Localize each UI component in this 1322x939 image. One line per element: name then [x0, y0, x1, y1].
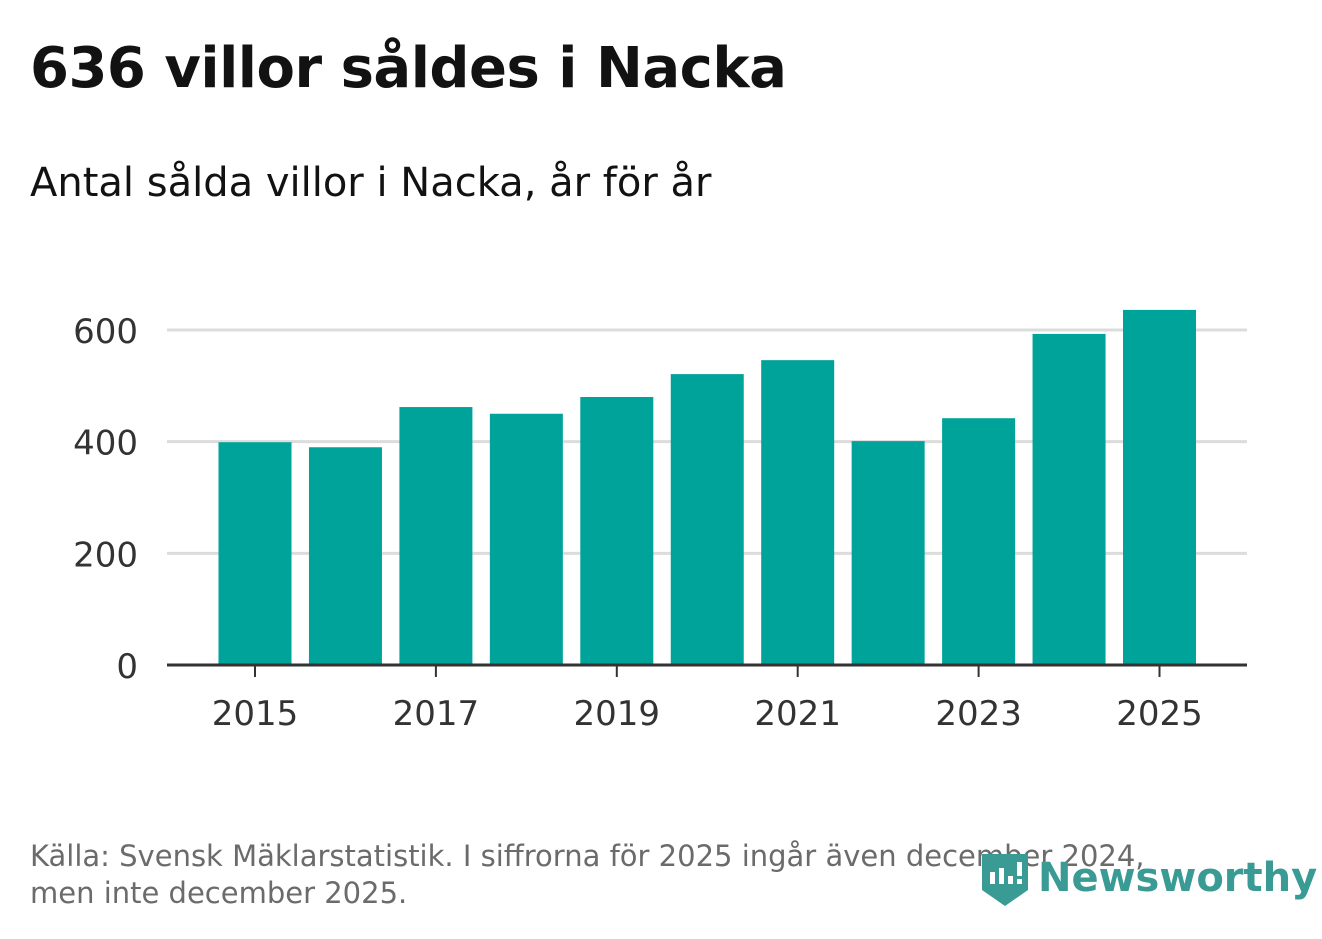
bar-2019 — [580, 397, 654, 665]
newsworthy-logo: Newsworthy — [980, 848, 1317, 908]
bar-2017 — [399, 407, 473, 665]
x-tick-label: 2015 — [212, 694, 299, 734]
bar-2018 — [489, 413, 563, 665]
x-tick-label: 2023 — [935, 694, 1022, 734]
x-tick-label: 2025 — [1116, 694, 1203, 734]
x-tick-label: 2021 — [754, 694, 841, 734]
chart-subtitle: Antal sålda villor i Nacka, år för år — [30, 160, 712, 206]
y-tick-label: 600 — [73, 312, 138, 352]
logo-text: Newsworthy — [1038, 855, 1318, 901]
y-tick-label: 400 — [73, 424, 138, 464]
x-tick-label: 2019 — [574, 694, 661, 734]
source-note: Källa: Svensk Mäklarstatistik. I siffror… — [30, 838, 1145, 912]
logo-icon — [982, 854, 1028, 906]
bar-chart: 0 200 400 600 2015 2017 2019 2021 2023 2025 — [73, 309, 1247, 734]
chart-title: 636 villor såldes i Nacka — [30, 36, 787, 101]
bar-2015 — [218, 442, 292, 665]
bar-2025 — [1123, 309, 1196, 665]
bar-2024 — [1032, 333, 1106, 665]
bar-2022 — [851, 441, 925, 665]
source-line-1: Källa: Svensk Mäklarstatistik. I siffror… — [30, 839, 1145, 873]
source-line-2: men inte december 2025. — [30, 876, 408, 910]
y-tick-label: 200 — [73, 535, 138, 575]
bar-2021 — [761, 360, 835, 665]
bar-2020 — [670, 374, 744, 665]
bar-2023 — [942, 418, 1016, 665]
y-tick-label: 0 — [116, 647, 138, 687]
bar-2016 — [308, 447, 382, 665]
x-tick-label: 2017 — [393, 694, 480, 734]
